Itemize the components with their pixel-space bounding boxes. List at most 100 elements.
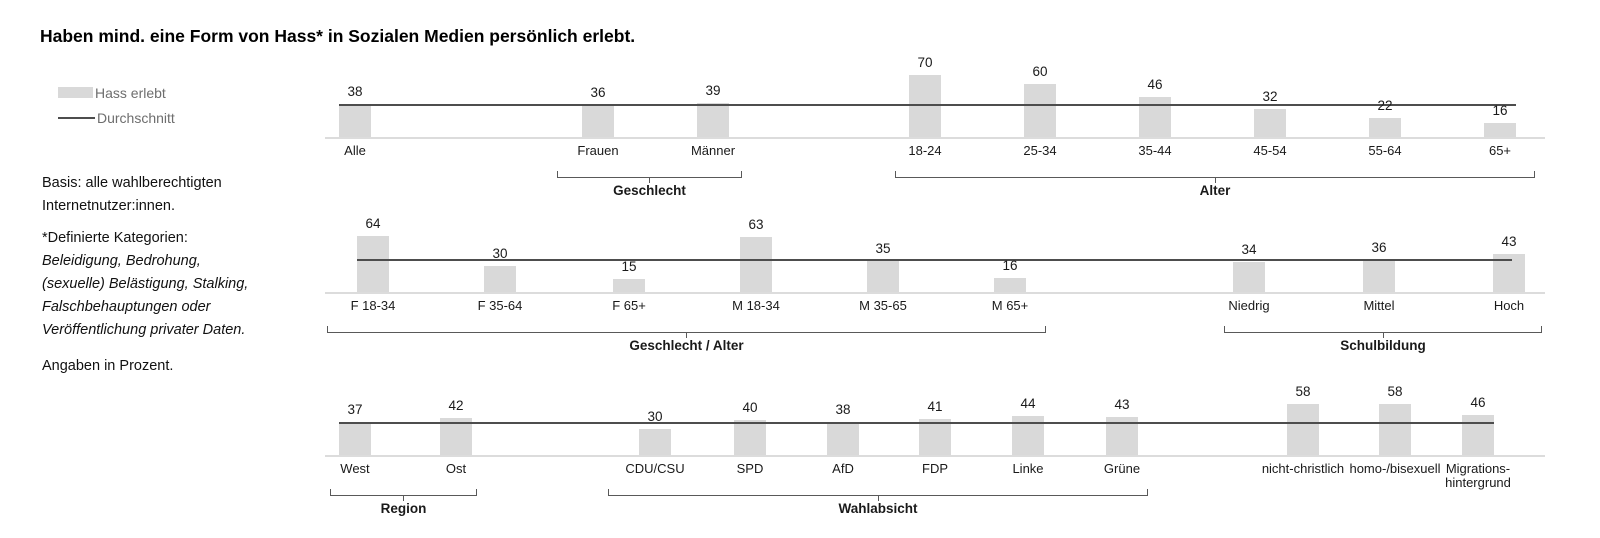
bar-value: 63 [748,217,764,232]
group-label: Schulbildung [1340,338,1426,353]
legend-line-label: Durchschnitt [97,109,175,126]
bar-label: nicht-christlich [1261,461,1345,476]
bar-value: 22 [1377,98,1393,113]
bar-value: 44 [1020,396,1036,411]
bar [994,278,1026,292]
bar [1363,260,1395,292]
group-bracket [327,326,1046,333]
axis-baseline [325,292,1545,294]
bar-value: 38 [347,84,363,99]
group-bracket [608,489,1148,496]
bar-label: F 65+ [612,298,646,313]
note-categories-prefix: *Definierte Kategorien: [42,230,188,246]
bar-label: Migrations- hintergrund [1445,461,1511,490]
bar-value: 36 [590,85,606,100]
bar-value: 43 [1114,397,1130,412]
bar-label: Männer [690,143,736,158]
group-bracket-tick [649,178,650,183]
bar [1369,118,1401,137]
average-line [339,104,1516,106]
bar-label: AfD [832,461,854,476]
bar-label: SPD [736,461,764,476]
bar-value: 43 [1501,234,1517,249]
bar-label: M 18-34 [732,298,780,313]
page-title: Haben mind. eine Form von Hass* in Sozia… [40,26,636,46]
group-label: Geschlecht / Alter [629,338,744,353]
bar [1484,123,1516,137]
bar-label: 25-34 [1023,143,1057,158]
bar [639,429,671,455]
bar [582,105,614,137]
bar-label: 35-44 [1138,143,1172,158]
bar-value: 30 [647,409,663,424]
group-bracket-tick [686,333,687,338]
bar [440,418,472,455]
bar-value: 35 [875,241,891,256]
group-label: Wahlabsicht [838,501,918,516]
bar-value: 32 [1262,89,1278,104]
bar [1287,404,1319,455]
bar-label: Grüne [1103,461,1141,476]
bar-value: 30 [492,246,508,261]
group-bracket [557,171,742,178]
legend-item-bars: Hass erlebt [58,80,175,105]
legend-bar-label: Hass erlebt [95,84,166,101]
bar-value: 58 [1387,384,1403,399]
bar [1233,262,1265,292]
bar [909,75,941,137]
bar [1024,84,1056,137]
group-bracket-tick [403,496,404,501]
note-unit: Angaben in Prozent. [42,358,174,374]
bar [1379,404,1411,455]
note-categories: *Definierte Kategorien: Beleidigung, Bedr… [42,227,302,342]
bar [740,237,772,292]
bar-label: M 35-65 [859,298,907,313]
line-swatch-icon [58,116,95,119]
bar-value: 16 [1492,103,1508,118]
footnotes: Basis: alle wahlberechtigten Internetnut… [42,172,302,378]
bar [1254,109,1286,137]
legend-item-average: Durchschnitt [58,105,175,130]
legend: Hass erlebt Durchschnitt [58,80,175,130]
bar-value: 37 [347,402,363,417]
bar-label: F 18-34 [350,298,396,313]
bar-value: 40 [742,400,758,415]
bar [613,279,645,292]
bar [827,422,859,455]
group-bracket [895,171,1535,178]
axis-baseline [325,137,1545,139]
note-categories-list: Beleidigung, Bedrohung, (sexuelle) Beläs… [42,253,249,338]
note-basis: Basis: alle wahlberechtigten Internetnut… [42,175,222,214]
bar-label: Frauen [577,143,619,158]
bar-value: 60 [1032,64,1048,79]
bar-label: 45-54 [1253,143,1287,158]
bar [697,103,729,137]
axis-baseline [325,455,1545,457]
bar-label: Alle [344,143,366,158]
group-bracket [1224,326,1542,333]
bar-value: 64 [365,216,381,231]
average-line [339,422,1494,424]
bar-label: 55-64 [1368,143,1402,158]
bar-value: 36 [1371,240,1387,255]
bar [1139,97,1171,137]
bar [734,420,766,455]
bar-label: 65+ [1488,143,1512,158]
bar-value: 46 [1470,395,1486,410]
group-bracket-tick [1214,178,1216,183]
group-label: Region [380,501,427,516]
bar-label: West [340,461,370,476]
bar-label: homo-/bisexuell [1349,461,1441,476]
bar-label: Linke [1012,461,1044,476]
bar-swatch-icon [58,87,93,98]
bar-value: 15 [621,259,637,274]
bar-value: 16 [1002,258,1018,273]
average-line [357,259,1512,261]
bar [1462,415,1494,455]
bar-value: 39 [705,83,721,98]
bar-label: FDP [922,461,948,476]
bar [484,266,516,292]
group-label: Alter [1199,183,1231,198]
